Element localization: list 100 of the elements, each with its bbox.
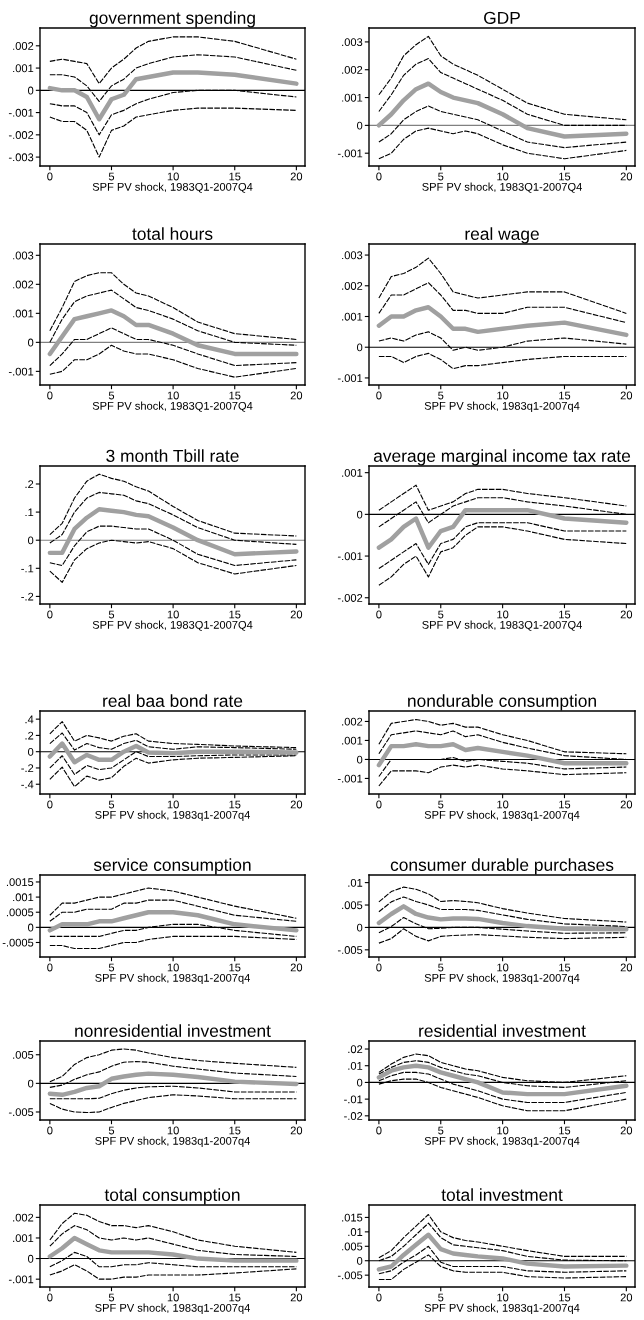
x-axis-title: SPF PV shock, 1983Q1-2007Q4 [92, 182, 253, 193]
y-tick-label: 0 [28, 923, 34, 932]
x-tick-label: 5 [108, 1293, 115, 1302]
chart-title: real baa bond rate [103, 694, 243, 707]
y-tick-label: -.2 [21, 764, 34, 772]
x-tick-label: 15 [229, 391, 241, 400]
x-tick-label: 15 [229, 610, 241, 619]
chart-title: government spending [89, 11, 255, 28]
x-tick-label: 20 [290, 391, 303, 400]
y-tick-label: .001 [342, 468, 363, 477]
x-axis-title: SPF PV shock, 1983q1-2007q4 [424, 973, 580, 984]
x-axis-title: SPF PV shock, 1983q1-2007q4 [424, 810, 580, 821]
y-tick-label: 0 [28, 747, 34, 756]
x-tick-label: 10 [497, 172, 509, 181]
y-tick-label: 0 [28, 338, 34, 347]
y-tick-label: .0015 [6, 878, 34, 887]
y-tick-label: 0 [357, 121, 363, 130]
x-tick-label: 20 [620, 1126, 633, 1135]
x-tick-label: 0 [376, 391, 382, 400]
chart-title: total investment [441, 1188, 563, 1201]
chart-title: total consumption [104, 1188, 240, 1205]
x-tick-label: 10 [497, 391, 509, 400]
x-tick-label: 15 [229, 800, 241, 809]
y-tick-label: -.001 [8, 108, 34, 117]
x-tick-label: 10 [497, 1126, 509, 1135]
y-tick-label: .003 [342, 38, 363, 47]
x-tick-label: 5 [108, 172, 115, 181]
y-tick-label: .003 [342, 251, 363, 260]
x-tick-label: 5 [438, 172, 444, 181]
y-tick-label: .01 [348, 1228, 363, 1236]
y-tick-label: 0 [357, 343, 363, 352]
y-tick-label: -.001 [8, 367, 34, 376]
x-tick-label: 15 [229, 1293, 241, 1302]
x-tick-label: 10 [167, 172, 179, 181]
x-tick-label: 15 [559, 391, 571, 400]
y-tick-label: -.002 [8, 131, 34, 139]
y-tick-label: .01 [348, 878, 363, 887]
x-axis-title: SPF PV shock, 1983Q1-2007Q4 [422, 182, 582, 193]
y-tick-label: .002 [342, 282, 363, 290]
x-tick-label: 0 [47, 963, 53, 972]
y-tick-label: -.005 [8, 1108, 34, 1117]
x-tick-label: 5 [438, 610, 444, 619]
x-tick-label: 15 [559, 963, 571, 972]
x-tick-label: 10 [167, 391, 179, 400]
y-tick-label: -.1 [21, 564, 34, 573]
x-tick-label: 20 [620, 172, 633, 181]
x-axis-title: SPF PV shock, 1983Q1-2007Q4 [422, 620, 582, 631]
x-axis-title: SPF PV shock, 1983q1-2007q4 [95, 973, 251, 984]
y-tick-label: .001 [342, 312, 363, 321]
y-tick-label: -.001 [337, 774, 363, 783]
x-tick-label: 15 [559, 1126, 571, 1135]
y-tick-label: .001 [13, 64, 34, 73]
y-tick-label: .003 [13, 251, 34, 260]
y-tick-label: .001 [13, 1234, 34, 1243]
y-tick-label: -.02 [344, 1112, 363, 1120]
y-tick-label: .1 [25, 508, 34, 517]
x-tick-label: 5 [108, 800, 115, 809]
y-tick-label: 0 [28, 536, 34, 545]
y-tick-label: -.0005 [2, 938, 34, 947]
x-tick-label: 20 [620, 610, 633, 619]
x-tick-label: 0 [47, 1126, 53, 1135]
y-tick-label: -.005 [337, 1271, 363, 1280]
y-tick-label: .02 [348, 1045, 363, 1054]
x-tick-label: 20 [290, 963, 303, 972]
x-tick-label: 10 [497, 610, 509, 619]
x-tick-label: 20 [620, 391, 633, 400]
y-tick-label: -.005 [337, 946, 363, 954]
x-tick-label: 10 [167, 1126, 179, 1135]
x-axis-title: SPF PV shock, 1983q1-2007q4 [424, 1303, 580, 1314]
y-tick-label: 0 [357, 510, 363, 519]
x-tick-label: 5 [438, 1293, 444, 1302]
x-axis-title: SPF PV shock, 1983q1-2007q4 [424, 401, 580, 412]
y-tick-label: .015 [342, 1213, 363, 1222]
x-tick-label: 5 [438, 1126, 444, 1135]
x-axis-title: SPF PV shock, 1983q1-2007q4 [95, 810, 251, 821]
y-tick-label: 0 [28, 86, 34, 95]
x-tick-label: 0 [47, 391, 53, 400]
x-tick-label: 20 [620, 1293, 633, 1302]
y-tick-label: 0 [28, 1254, 34, 1263]
x-tick-label: 0 [376, 1293, 382, 1302]
x-tick-label: 0 [47, 800, 53, 809]
y-tick-label: .001 [13, 309, 34, 318]
x-tick-label: 20 [290, 610, 303, 619]
y-tick-label: .001 [342, 736, 363, 745]
y-tick-label: -.001 [337, 149, 363, 158]
y-tick-label: 0 [28, 1079, 34, 1088]
x-tick-label: 15 [559, 800, 571, 809]
y-tick-label: .002 [342, 66, 363, 74]
y-tick-label: 0 [357, 755, 363, 764]
y-tick-label: .001 [342, 93, 363, 102]
y-tick-label: .002 [13, 42, 34, 50]
chart-title: consumer durable purchases [390, 858, 614, 875]
x-tick-label: 0 [376, 1126, 382, 1135]
x-axis-title: SPF PV shock, 1983q1-2007q4 [95, 1136, 251, 1147]
x-tick-label: 15 [559, 610, 571, 619]
x-tick-label: 0 [376, 610, 382, 619]
chart-title: 3 month Tbill rate [106, 449, 239, 462]
y-tick-label: .005 [13, 1051, 34, 1059]
x-tick-label: 5 [108, 963, 115, 972]
y-tick-label: .4 [25, 715, 34, 724]
